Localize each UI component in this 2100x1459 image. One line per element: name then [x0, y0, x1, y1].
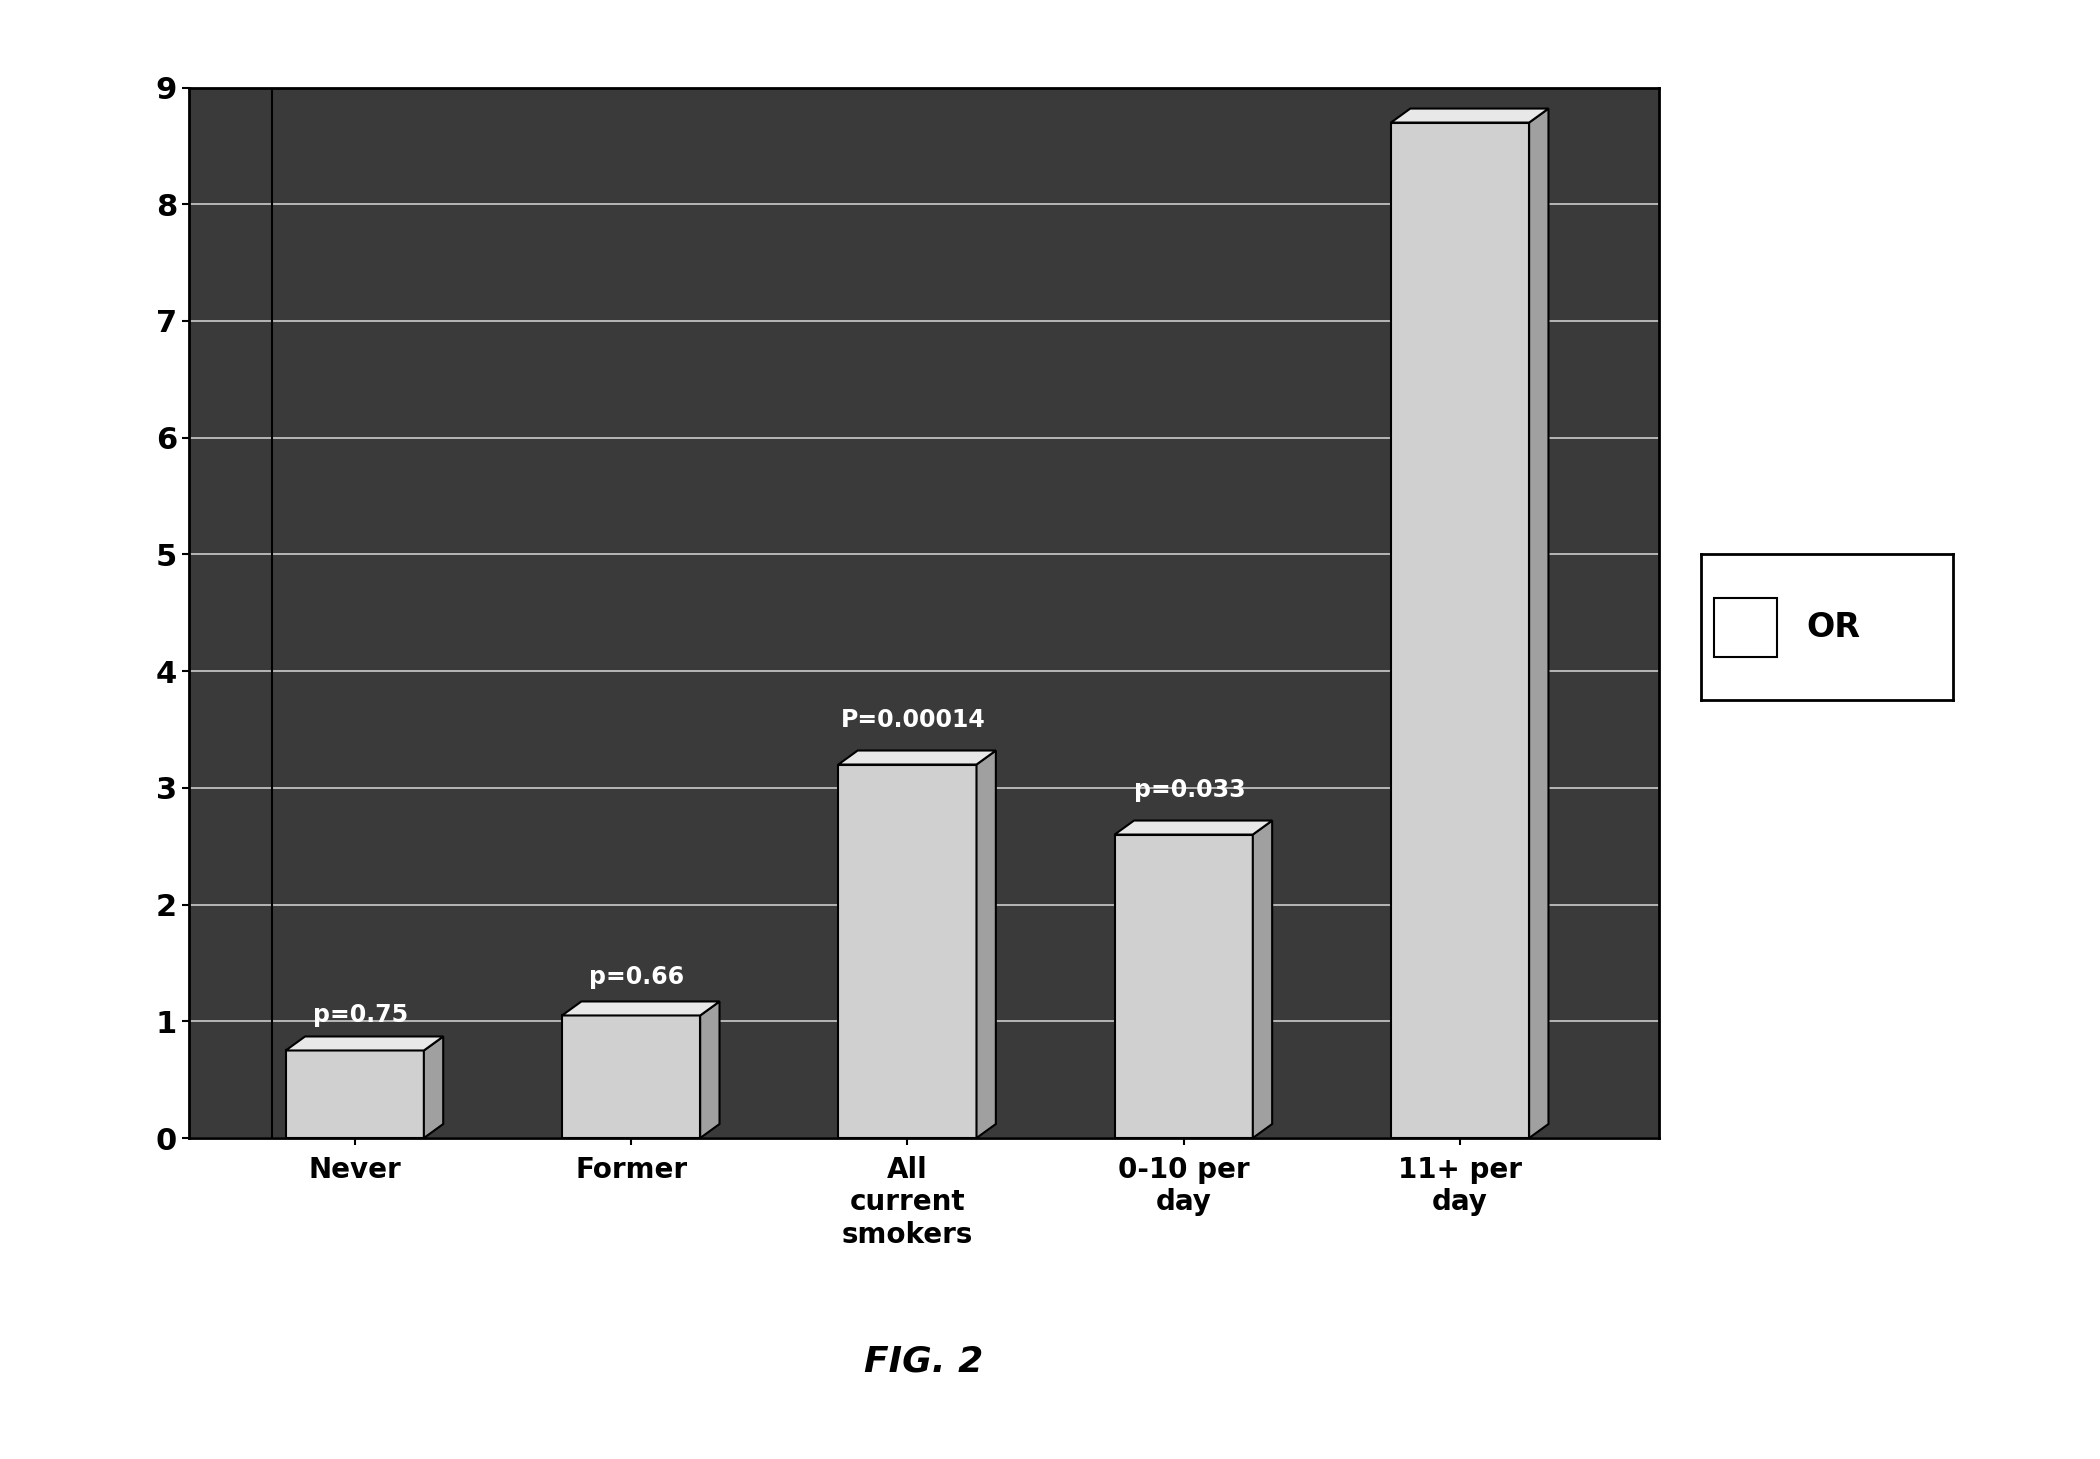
Polygon shape — [838, 750, 995, 765]
Text: p=0.75: p=0.75 — [313, 1004, 407, 1027]
Text: FIG. 2: FIG. 2 — [865, 1344, 983, 1379]
Text: p=0.66: p=0.66 — [590, 966, 685, 989]
Polygon shape — [1390, 108, 1548, 123]
Polygon shape — [563, 1001, 720, 1015]
Polygon shape — [838, 765, 977, 1138]
Polygon shape — [1115, 820, 1273, 835]
Polygon shape — [563, 1015, 699, 1138]
Polygon shape — [1254, 820, 1273, 1138]
Polygon shape — [424, 1036, 443, 1138]
Text: p=0.033: p=0.033 — [1134, 779, 1245, 802]
Bar — [1714, 598, 1777, 657]
Text: p=0.0004: p=0.0004 — [1403, 60, 1531, 83]
Polygon shape — [286, 1036, 443, 1050]
Text: P=0.00014: P=0.00014 — [840, 708, 985, 731]
Polygon shape — [1115, 835, 1254, 1138]
Polygon shape — [976, 750, 995, 1138]
Polygon shape — [1529, 108, 1548, 1138]
Polygon shape — [286, 1050, 424, 1138]
Text: OR: OR — [1806, 611, 1861, 643]
Polygon shape — [1390, 123, 1529, 1138]
Polygon shape — [699, 1001, 720, 1138]
